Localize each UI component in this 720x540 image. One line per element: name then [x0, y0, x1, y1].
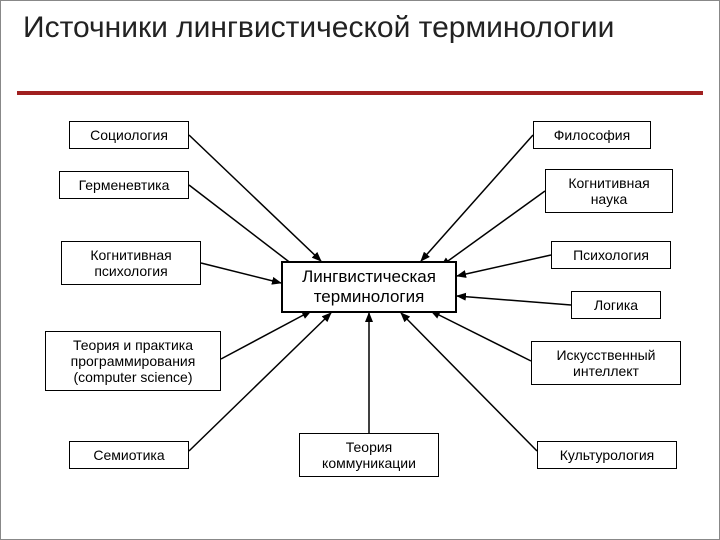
- node-r6: Культурология: [537, 441, 677, 469]
- edge-l3: [201, 263, 281, 283]
- diagram-area: Лингвистическая терминология Социология Ге…: [1, 111, 720, 531]
- edge-l2: [189, 185, 301, 271]
- node-l4: Теория и практика программирования (comp…: [45, 331, 221, 391]
- node-r3: Психология: [551, 241, 671, 269]
- page-title: Источники лингвистической терминологии: [23, 11, 614, 46]
- edge-r1: [421, 135, 533, 261]
- node-l3: Когнитивная психология: [61, 241, 201, 285]
- node-r1: Философия: [533, 121, 651, 149]
- edge-r6: [401, 313, 537, 451]
- edge-r4: [457, 296, 571, 305]
- node-center: Лингвистическая терминология: [281, 261, 457, 313]
- edge-l1: [189, 135, 321, 261]
- node-l2: Герменевтика: [59, 171, 189, 199]
- node-bc: Теория коммуникации: [299, 433, 439, 477]
- node-l1: Социология: [69, 121, 189, 149]
- node-l5: Семиотика: [69, 441, 189, 469]
- node-r2: Когнитивная наука: [545, 169, 673, 213]
- node-r5: Искусственный интеллект: [531, 341, 681, 385]
- title-underline: [17, 91, 703, 95]
- edge-r5: [431, 311, 531, 361]
- node-r4: Логика: [571, 291, 661, 319]
- edge-r3: [457, 255, 551, 276]
- edge-l4: [221, 311, 311, 359]
- edge-r2: [441, 191, 545, 266]
